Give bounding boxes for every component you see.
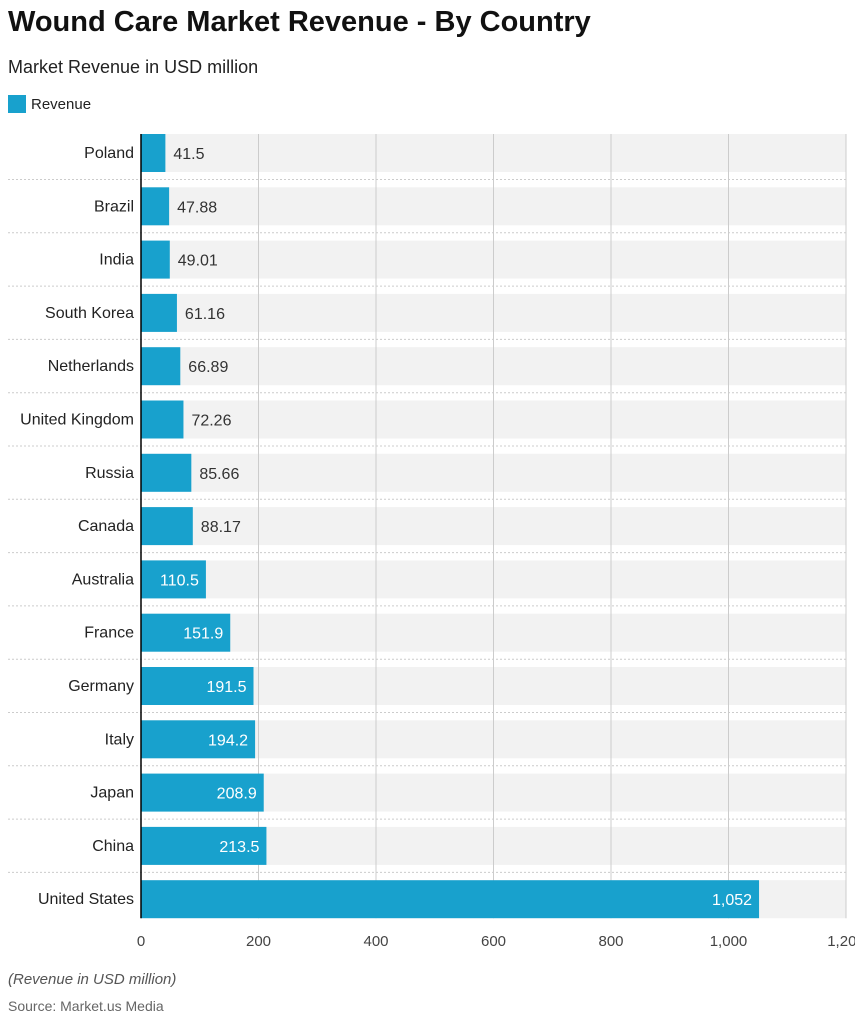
data-label: 208.9 [217, 786, 257, 803]
legend-label: Revenue [31, 95, 92, 113]
bar [141, 293, 177, 332]
bar [141, 347, 181, 386]
y-tick-label: Russia [85, 465, 134, 482]
y-tick-label: India [99, 252, 134, 269]
y-tick-label: Canada [78, 518, 134, 535]
y-tick-label: United Kingdom [20, 412, 134, 429]
x-tick-label: 1,200 [827, 933, 855, 950]
data-label: 194.2 [208, 732, 248, 749]
data-label: 49.01 [178, 253, 218, 270]
x-tick-label: 1,000 [710, 933, 748, 950]
x-tick-label: 200 [246, 933, 271, 950]
x-tick-label: 0 [137, 933, 145, 950]
bar [141, 667, 254, 705]
data-label: 88.17 [201, 519, 241, 536]
data-label: 151.9 [183, 626, 223, 643]
y-tick-label: China [92, 838, 134, 855]
y-tick-label: Netherlands [48, 358, 134, 375]
y-tick-label: Australia [72, 571, 134, 588]
data-label: 41.5 [173, 146, 204, 163]
bar [141, 720, 256, 759]
x-tick-label: 600 [481, 933, 506, 950]
bar [141, 400, 184, 439]
data-label: 110.5 [160, 572, 199, 589]
data-label: 72.26 [191, 413, 231, 430]
y-tick-label: United States [38, 891, 134, 908]
bar [141, 187, 170, 226]
y-tick-label: Italy [105, 731, 134, 748]
bar [141, 773, 264, 812]
bar [141, 826, 267, 865]
data-label: 213.5 [219, 839, 259, 856]
data-label: 1,052 [712, 892, 752, 909]
x-tick-label: 400 [363, 933, 388, 950]
legend: Revenue [8, 95, 91, 113]
data-label: 47.88 [177, 199, 217, 216]
bar [141, 240, 170, 279]
bar [141, 613, 231, 652]
bar [141, 560, 206, 599]
x-tick-label: 800 [598, 933, 623, 950]
bar-chart: 0 200 400 600 800 1,000 1,200 Poland 41.5 Brazil 4… [8, 134, 855, 950]
chart-title: Wound Care Market Revenue - By Country [8, 6, 591, 38]
data-label: 85.66 [199, 466, 239, 483]
y-tick-label: South Korea [45, 305, 134, 322]
y-tick-label: France [84, 625, 134, 642]
chart-note: (Revenue in USD million) [8, 971, 177, 988]
bar [141, 134, 166, 172]
legend-swatch [8, 95, 26, 113]
bar [141, 453, 192, 492]
y-tick-label: Poland [84, 145, 134, 162]
y-tick-label: Japan [90, 785, 134, 802]
bar [141, 880, 760, 919]
y-tick-label: Germany [68, 678, 134, 695]
data-label: 191.5 [206, 679, 246, 696]
y-tick-label: Brazil [94, 198, 134, 215]
data-label: 66.89 [188, 359, 228, 376]
chart-subtitle: Market Revenue in USD million [8, 57, 259, 77]
bar [141, 507, 193, 546]
data-label: 61.16 [185, 306, 225, 323]
chart-source: Source: Market.us Media [8, 998, 164, 1014]
